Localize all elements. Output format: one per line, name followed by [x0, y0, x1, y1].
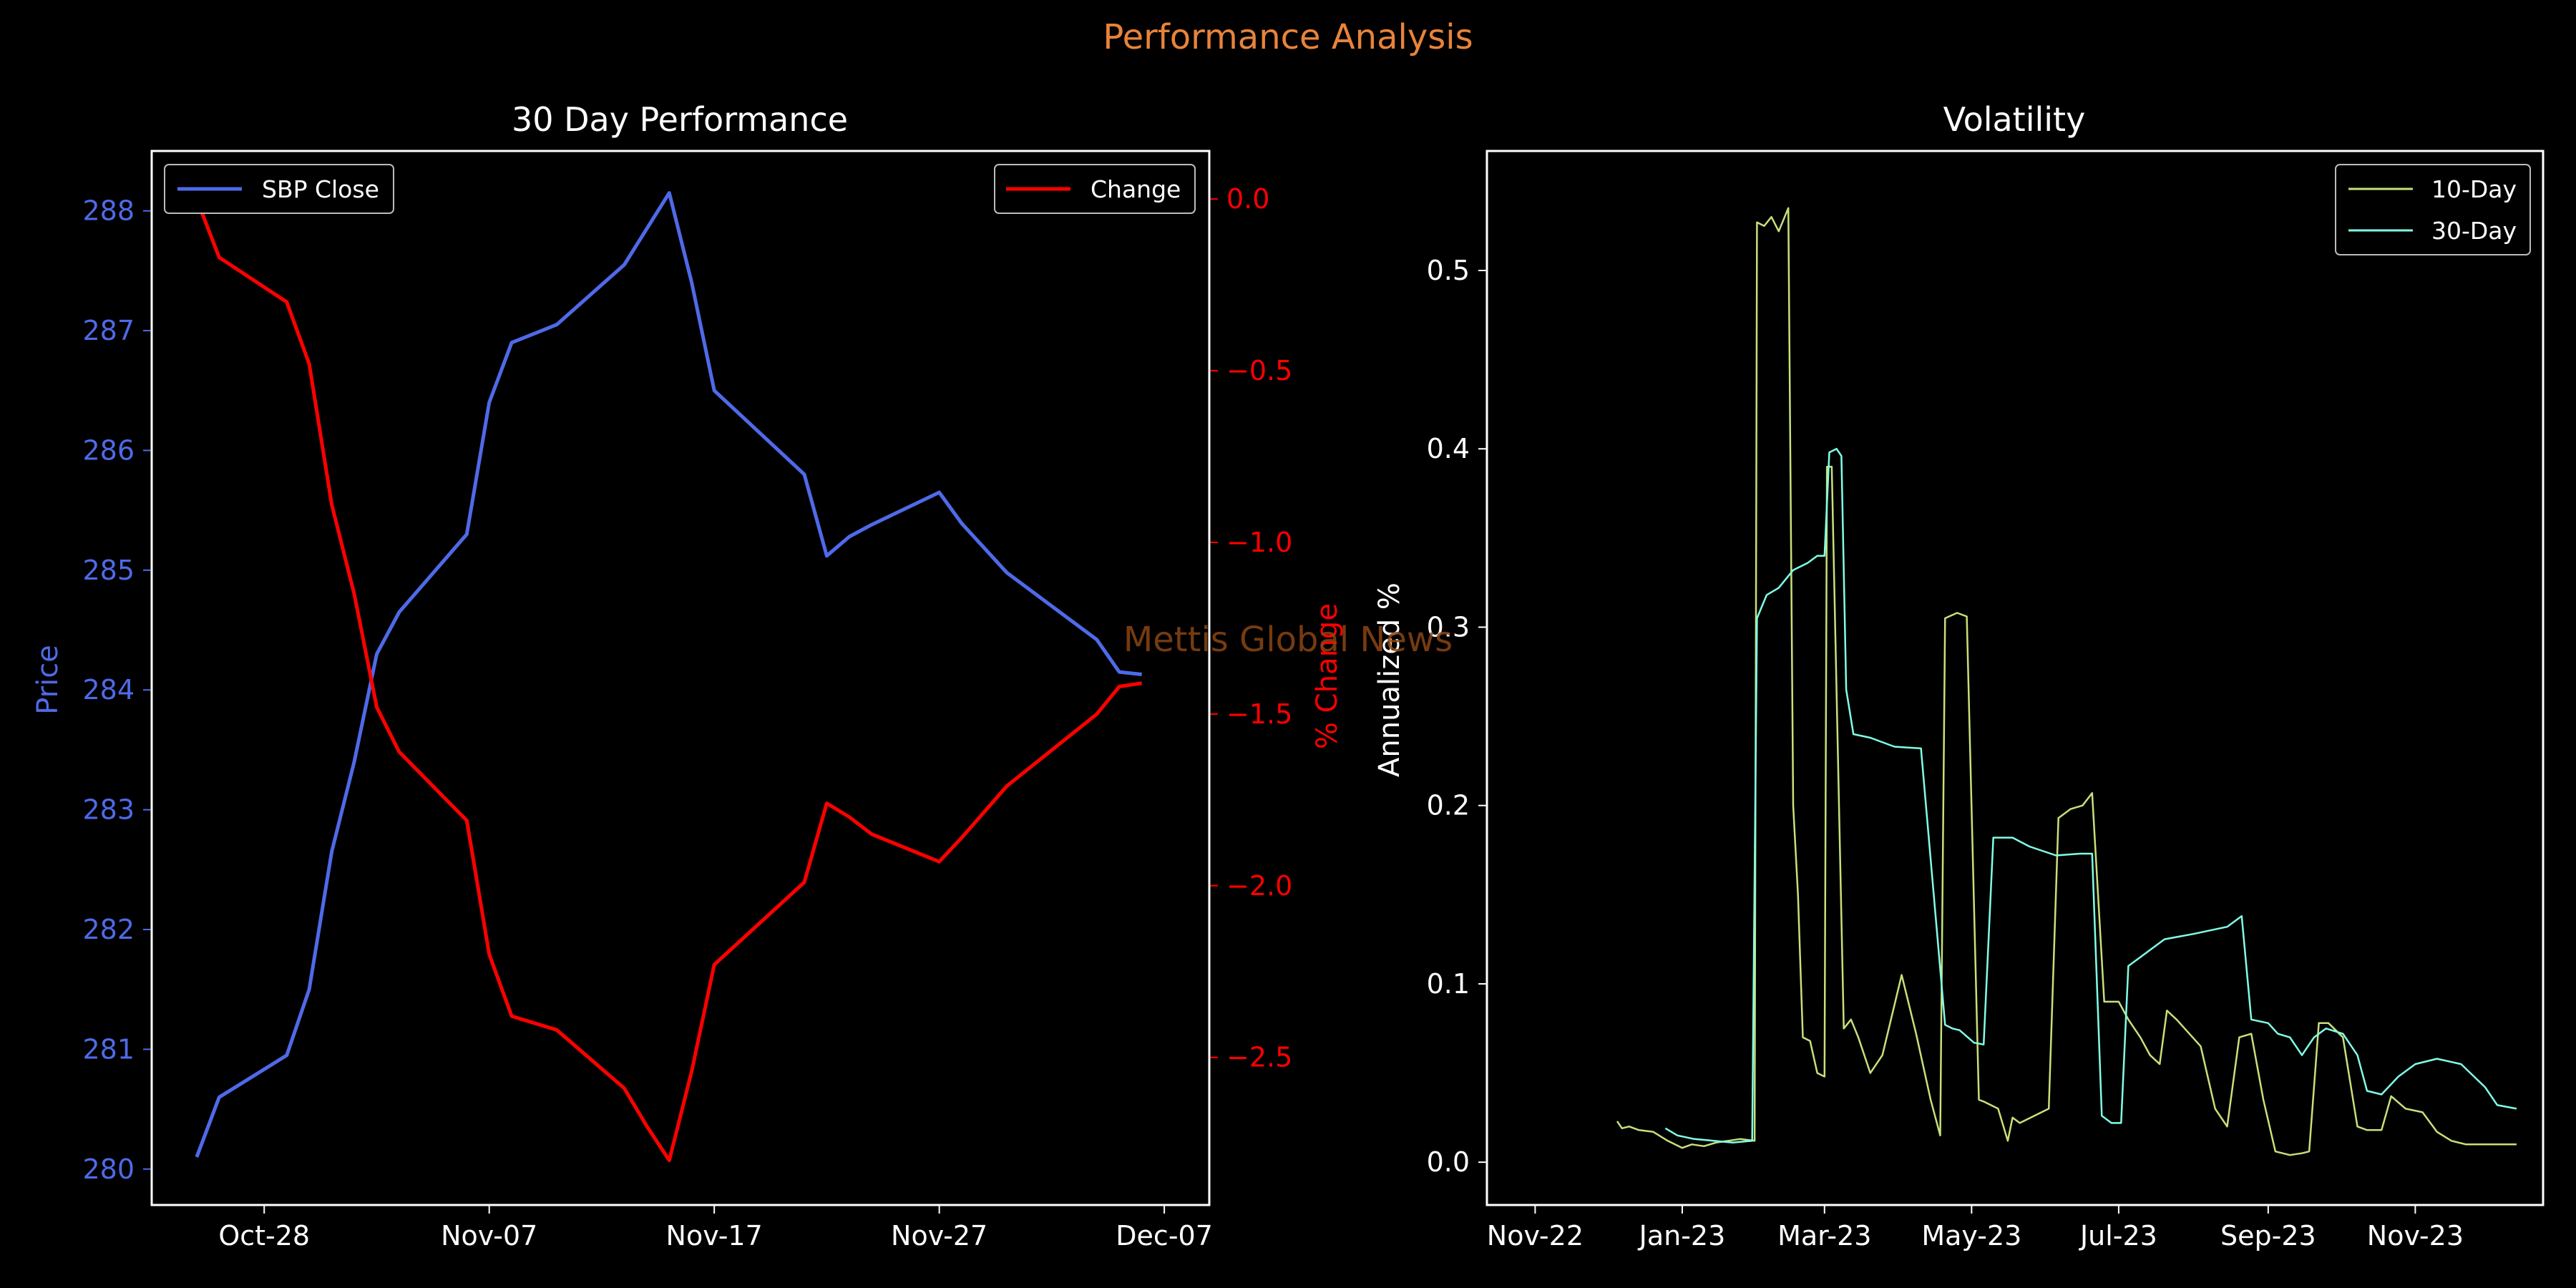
price-line [195, 191, 1142, 1158]
volatility-chart: Volatility Annualized % Nov-22 Jan-23 Mar-… [1373, 100, 2545, 1252]
volatility-axis-label: Annualized % [1373, 582, 1406, 777]
change-tick-label: −2.0 [1226, 870, 1292, 902]
price-tick-label: 280 [82, 1153, 135, 1185]
price-tick-label: 285 [82, 555, 135, 586]
price-axis-label: Price [31, 645, 64, 715]
volatility-axes: Nov-22 Jan-23 Mar-23 May-23 Jul-23 Sep-23 Nov-… [1427, 255, 2464, 1252]
x-tick-label: May-23 [1921, 1220, 2021, 1252]
x-tick-label: Nov-27 [891, 1220, 987, 1252]
legend-change: Change [994, 164, 1196, 214]
x-tick-label: Nov-22 [1487, 1220, 1584, 1252]
price-tick-label: 288 [82, 195, 135, 227]
x-tick-label: Dec-07 [1116, 1220, 1213, 1252]
volatility-plot-frame [1485, 150, 2545, 1206]
legend-vol30-label: 30-Day [2431, 217, 2517, 245]
vol30-line [1664, 447, 2517, 1144]
y-tick-label: 0.2 [1427, 790, 1470, 821]
x-tick-label: Jan-23 [1638, 1220, 1726, 1252]
performance-chart-title: 30 Day Performance [512, 100, 848, 139]
change-tick-label: −1.5 [1226, 698, 1292, 730]
performance-plot-frame [150, 150, 1211, 1206]
x-tick-label: Jul-23 [2079, 1220, 2157, 1252]
price-tick-label: 286 [82, 434, 135, 466]
performance-axes: Oct-28 Nov-07 Nov-17 Nov-27 Dec-07 280 281 282 2… [82, 183, 1292, 1252]
performance-series [195, 191, 1143, 1163]
y-tick-label: 0.0 [1427, 1146, 1470, 1178]
performance-chart: 30 Day Performance Price % Change Oct-28… [31, 100, 1344, 1252]
price-tick-label: 283 [82, 794, 135, 826]
change-tick-label: −1.0 [1226, 527, 1292, 558]
change-line [195, 198, 1143, 1163]
figure-suptitle: Performance Analysis [1103, 17, 1473, 57]
price-tick-label: 287 [82, 315, 135, 346]
legend-price-box [164, 164, 394, 214]
change-tick-label: 0.0 [1226, 183, 1269, 215]
legend-price: SBP Close [164, 164, 394, 214]
x-tick-label: Nov-23 [2367, 1220, 2464, 1252]
x-tick-label: Nov-17 [666, 1220, 763, 1252]
legend-change-box [994, 164, 1196, 214]
change-tick-label: −0.5 [1226, 355, 1292, 386]
price-tick-label: 284 [82, 674, 135, 706]
legend-vol10-label: 10-Day [2431, 175, 2517, 203]
x-tick-label: Sep-23 [2220, 1220, 2316, 1252]
change-tick-label: −2.5 [1226, 1042, 1292, 1073]
change-axis-label: % Change [1311, 603, 1344, 749]
y-tick-label: 0.1 [1427, 968, 1470, 1000]
y-tick-label: 0.5 [1427, 255, 1470, 286]
watermark: Mettis Global News [1123, 620, 1453, 660]
price-tick-label: 282 [82, 914, 135, 945]
y-tick-label: 0.4 [1427, 433, 1470, 464]
x-tick-label: Nov-07 [441, 1220, 537, 1252]
y-tick-label: 0.3 [1427, 611, 1470, 643]
vol10-line [1616, 207, 2517, 1156]
x-tick-label: Mar-23 [1777, 1220, 1871, 1252]
x-tick-label: Oct-28 [218, 1220, 310, 1252]
legend-price-label: SBP Close [262, 175, 379, 203]
volatility-chart-title: Volatility [1943, 100, 2086, 139]
price-tick-label: 281 [82, 1033, 135, 1065]
legend-volatility-box [2335, 164, 2531, 255]
legend-volatility: 10-Day 30-Day [2335, 164, 2531, 255]
volatility-series [1616, 207, 2517, 1156]
legend-change-label: Change [1091, 175, 1181, 203]
